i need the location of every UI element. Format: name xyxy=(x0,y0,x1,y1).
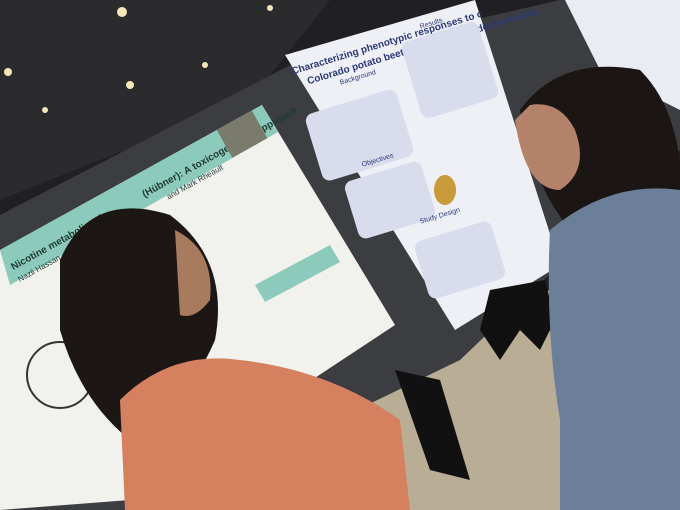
face xyxy=(515,104,580,190)
person-right xyxy=(480,66,680,510)
light xyxy=(126,81,134,89)
light xyxy=(42,107,48,113)
legs-background xyxy=(480,280,555,360)
light xyxy=(4,68,12,76)
pink-blouse xyxy=(120,358,410,510)
section-box xyxy=(402,22,498,118)
ceiling-lights xyxy=(4,5,273,113)
poster-sections: Background Results Objectives Study Desi… xyxy=(305,17,506,299)
poster-photo xyxy=(216,110,268,158)
legs-background xyxy=(395,370,470,480)
beetle-image xyxy=(434,175,456,205)
poster-right: Characterizing phenotypic responses to c… xyxy=(285,0,560,330)
person-left xyxy=(60,208,470,510)
denim-jacket xyxy=(548,188,680,510)
section-box xyxy=(414,221,506,299)
poster-band xyxy=(255,245,340,302)
light xyxy=(117,7,127,17)
light xyxy=(202,62,208,68)
section-box xyxy=(344,161,436,239)
section-box xyxy=(305,89,414,181)
poster-far-right xyxy=(565,0,680,110)
light xyxy=(267,5,273,11)
poster-header xyxy=(0,105,278,285)
face xyxy=(175,230,211,316)
ceiling xyxy=(0,0,330,200)
